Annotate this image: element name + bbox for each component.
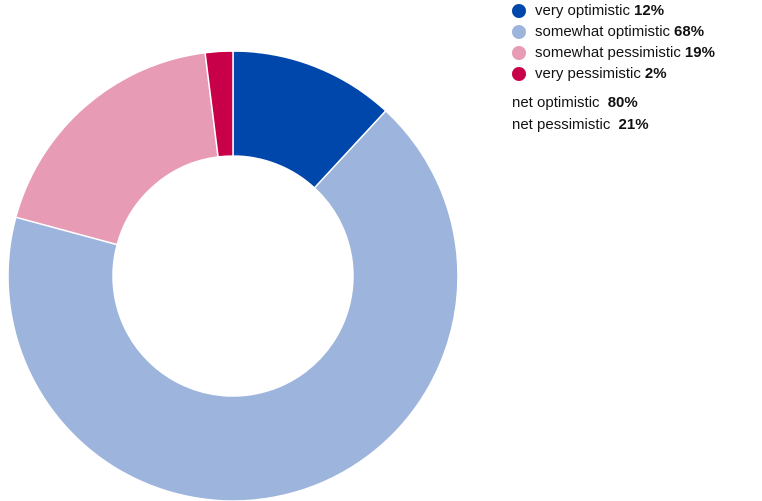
legend-swatch-very-optimistic: [512, 3, 526, 18]
legend-item-somewhat-pessimistic: somewhat pessimistic 19%: [512, 42, 715, 63]
net-label: net pessimistic: [512, 116, 611, 133]
net-summary: net optimistic 80% net pessimistic 21%: [512, 92, 715, 136]
donut-chart: [7, 50, 459, 501]
legend-value: 19%: [684, 44, 715, 61]
net-value: 21%: [618, 116, 649, 133]
donut-slice-somewhat-optimistic: [7, 109, 459, 501]
legend-label: very pessimistic: [535, 65, 641, 82]
legend-swatch-somewhat-pessimistic: [512, 45, 526, 60]
legend-value: 68%: [674, 23, 705, 40]
legend-label: somewhat optimistic: [535, 23, 671, 40]
legend-value: 12%: [634, 2, 665, 19]
legend-label: somewhat pessimistic: [535, 44, 681, 61]
legend-label: very optimistic: [535, 2, 631, 19]
legend-value: 2%: [644, 65, 667, 82]
net-optimistic-row: net optimistic 80%: [512, 92, 715, 114]
donut-slice-very-pessimistic: [204, 50, 234, 158]
net-pessimistic-row: net pessimistic 21%: [512, 114, 715, 136]
net-value: 80%: [607, 94, 638, 111]
legend-item-very-optimistic: very optimistic 12%: [512, 0, 715, 21]
net-label: net optimistic: [512, 94, 600, 111]
legend-swatch-somewhat-optimistic: [512, 24, 526, 39]
legend-item-somewhat-optimistic: somewhat optimistic 68%: [512, 21, 715, 42]
donut-slice-somewhat-pessimistic: [14, 51, 219, 246]
legend-item-very-pessimistic: very pessimistic 2%: [512, 63, 715, 84]
chart-legend: very optimistic 12% somewhat optimistic …: [512, 0, 715, 136]
legend-swatch-very-pessimistic: [512, 66, 526, 81]
